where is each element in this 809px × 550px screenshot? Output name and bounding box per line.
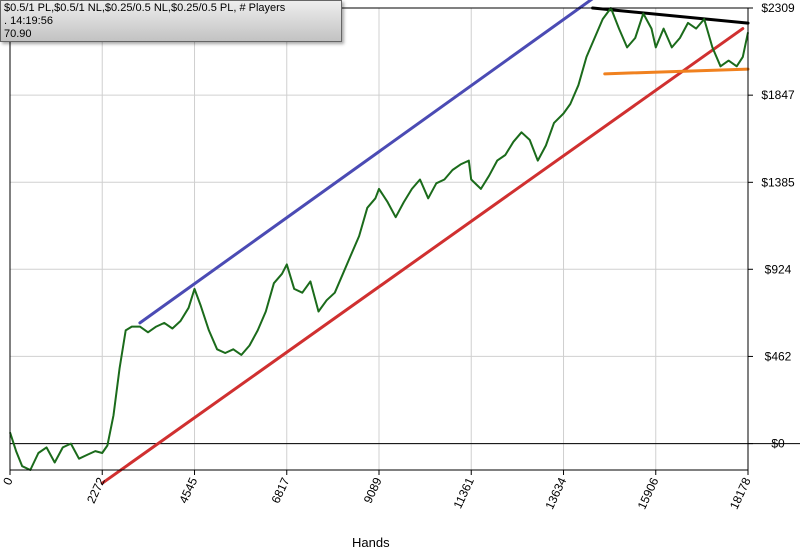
x-tick-label: 6817 (269, 475, 293, 505)
trend-line (603, 67, 750, 76)
x-tick-label: 13634 (542, 475, 569, 511)
grid-lines (9, 7, 749, 470)
trend-line (591, 6, 750, 25)
series-line (9, 7, 749, 471)
x-tick-label: 11361 (451, 475, 478, 511)
info-stakes: $0.5/1 PL,$0.5/1 NL,$0.25/0.5 NL,$0.25/0… (4, 2, 286, 14)
x-tick-label: 9089 (361, 475, 385, 505)
series-layer (9, 7, 749, 471)
y-axis-ticks: $2309 $1847 $1385 $924 $462 $0 (748, 1, 795, 451)
y-tick-label: $1385 (761, 175, 795, 189)
x-tick-label: 15906 (635, 475, 662, 511)
info-time: . 14:19:56 (4, 15, 53, 27)
trend-line (100, 27, 745, 485)
y-tick-label: $2309 (761, 1, 795, 15)
trend-lines (100, 0, 750, 485)
session-info-box: $0.5/1 PL,$0.5/1 NL,$0.25/0.5 NL,$0.25/0… (0, 0, 342, 42)
x-tick-label: 18178 (727, 475, 754, 511)
x-tick-label: 0 (0, 475, 16, 487)
y-tick-label: $462 (765, 349, 792, 363)
y-tick-label: $0 (771, 437, 785, 451)
y-tick-label: $1847 (761, 88, 795, 102)
info-value: 70.90 (4, 28, 32, 40)
x-tick-label: 4545 (176, 475, 200, 505)
y-tick-label: $924 (765, 262, 792, 276)
trend-line (138, 0, 594, 325)
x-tick-label: 2272 (84, 475, 108, 505)
